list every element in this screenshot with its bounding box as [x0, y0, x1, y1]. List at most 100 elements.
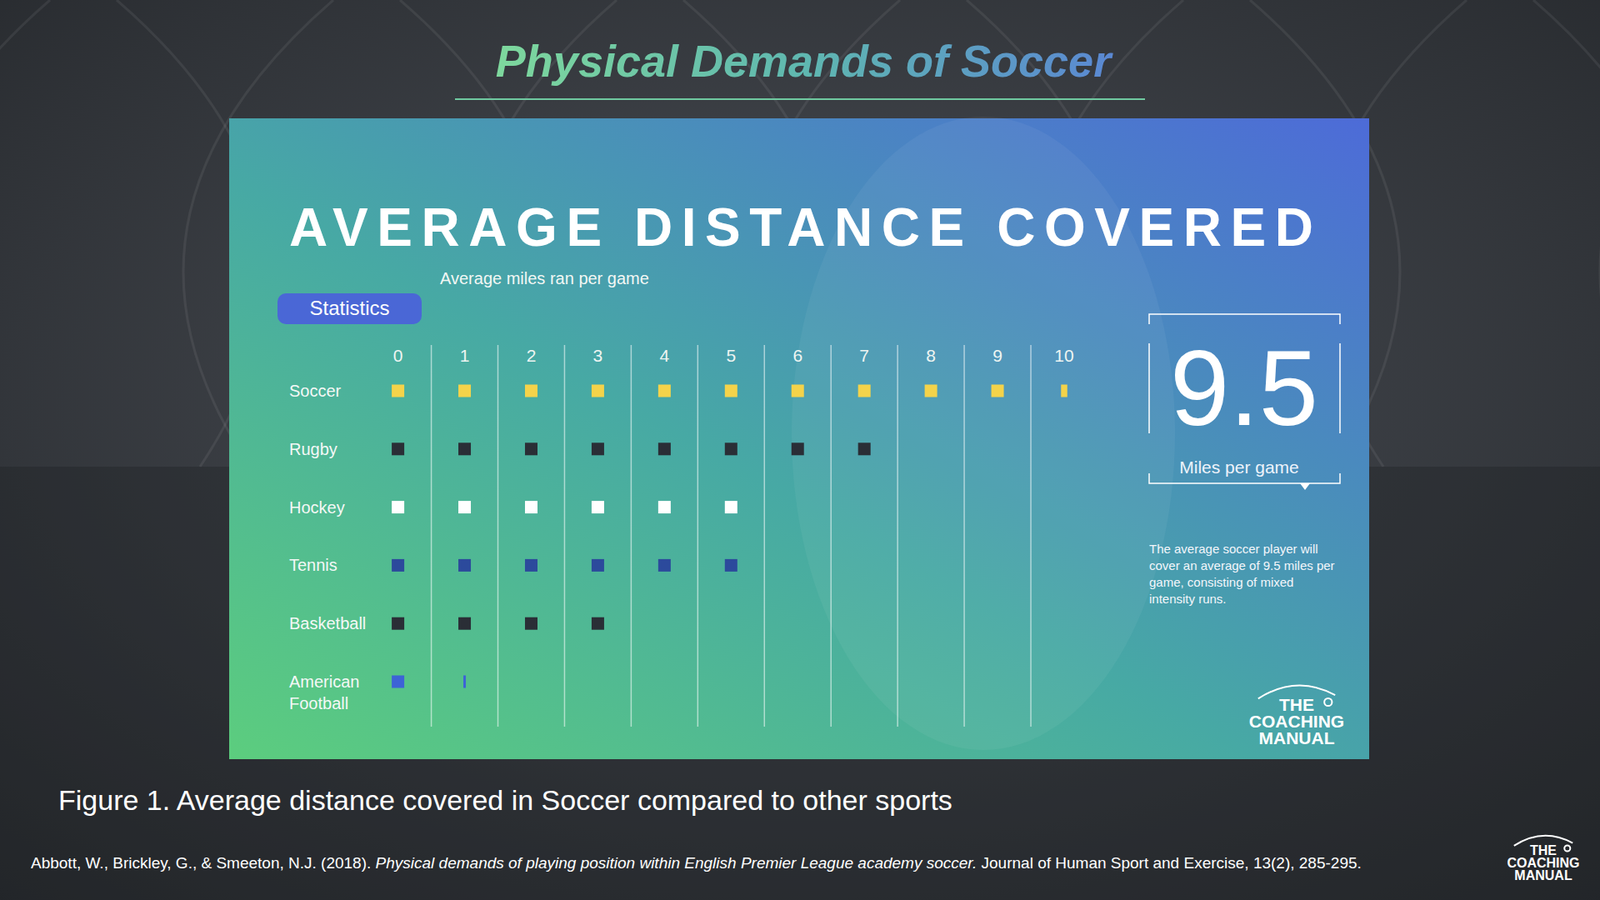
square — [725, 500, 738, 514]
marks — [391, 385, 1068, 689]
note-line: intensity runs. — [1149, 591, 1227, 606]
label-line: Tennis — [289, 555, 338, 575]
note-line: cover an average of 9.5 miles per — [1149, 558, 1335, 573]
grid-line — [497, 345, 500, 727]
square — [525, 500, 538, 514]
square — [525, 617, 538, 630]
grid-line — [764, 345, 766, 727]
category-label: Rugby — [289, 440, 338, 459]
tick-label: 7 — [859, 345, 870, 365]
logo-dot — [1324, 698, 1332, 706]
square — [525, 385, 538, 398]
grid-line — [697, 345, 700, 727]
square — [658, 385, 671, 398]
square — [591, 442, 605, 455]
grid-line — [1030, 345, 1032, 727]
note-line: game, consisting of mixed — [1149, 575, 1294, 590]
square — [725, 385, 738, 398]
square — [925, 385, 938, 398]
category-label: Hockey — [289, 498, 345, 517]
grid-line — [564, 345, 566, 727]
grid-line — [430, 345, 433, 727]
badge — [277, 293, 422, 325]
square — [591, 617, 605, 630]
logo-dot — [1564, 845, 1570, 851]
grid — [431, 345, 1031, 727]
slide-title: Physical Demands of Soccer — [495, 35, 1114, 86]
grid-line — [963, 345, 965, 727]
tick-label: 1 — [460, 345, 470, 365]
square — [591, 385, 605, 398]
badge-text: Statistics — [309, 296, 390, 320]
square — [458, 442, 471, 455]
background — [0, 0, 1600, 900]
square — [658, 559, 671, 572]
square — [391, 442, 405, 455]
title-underline — [455, 98, 1145, 100]
square — [991, 385, 1005, 398]
square — [725, 442, 738, 455]
label-line: Basketball — [289, 614, 366, 633]
citation-journal: Journal of Human Sport and Exercise, 13(… — [981, 854, 1362, 872]
citation-article: Physical demands of playing position wit… — [375, 854, 982, 872]
square — [391, 675, 405, 689]
square — [525, 559, 538, 572]
square — [725, 559, 738, 572]
label-line: Soccer — [289, 381, 342, 400]
callout-pointer — [1300, 483, 1310, 490]
tick-label: 9 — [992, 345, 1003, 365]
category-label: Soccer — [289, 381, 342, 400]
label-line: Hockey — [289, 498, 345, 517]
square — [658, 442, 671, 455]
roof-line — [1533, 0, 1600, 467]
label-line: Football — [289, 694, 349, 713]
square — [458, 500, 471, 514]
caption: Figure 1. Average distance covered in So… — [58, 784, 953, 816]
square — [391, 617, 405, 630]
note-line: The average soccer player will — [1149, 541, 1319, 556]
category-labels: Soccer Rugby Hockey Tennis Basketball America… — [289, 381, 366, 713]
callout-label: Miles per game — [1179, 457, 1300, 477]
callout-top — [1149, 314, 1340, 325]
slide: Physical Demands of Soccer AVERAGE DISTAN… — [0, 0, 1600, 900]
square — [525, 442, 538, 455]
tick-label: 2 — [526, 345, 537, 365]
logo-line: MANUAL — [1514, 868, 1573, 883]
tick-label: 0 — [393, 345, 404, 365]
label-line: American — [289, 672, 360, 691]
label-line: Rugby — [289, 440, 338, 459]
callout-box — [1149, 314, 1340, 484]
logo: THECOACHINGMANUAL — [1506, 835, 1580, 884]
square — [791, 442, 805, 455]
square — [391, 385, 405, 398]
chart-title: AVERAGE DISTANCE COVERED — [289, 197, 1314, 258]
grid-line — [896, 345, 899, 727]
category-label: American Football — [289, 672, 360, 713]
citation: Abbott, W., Brickley, G., & Smeeton, N.J… — [30, 854, 1362, 872]
tick-label: 3 — [593, 345, 604, 365]
square — [591, 559, 605, 572]
logo-line: MANUAL — [1259, 728, 1335, 748]
callout-value: 9.5 — [1170, 328, 1319, 448]
tick-label: 5 — [725, 345, 736, 365]
category-label: Tennis — [289, 555, 338, 575]
tick-label: 8 — [925, 345, 936, 365]
square — [391, 559, 405, 572]
square — [458, 559, 471, 572]
square — [458, 617, 471, 630]
roof-line — [0, 0, 50, 467]
partial-square — [1060, 385, 1068, 398]
x-ticks: 012345678910 — [393, 345, 1075, 365]
logo-text: THECOACHINGMANUAL — [1506, 843, 1580, 883]
logo-text: THECOACHINGMANUAL — [1249, 695, 1345, 748]
partial-square — [463, 675, 466, 689]
square — [658, 500, 671, 514]
square — [591, 500, 605, 514]
note: The average soccer player will cover an a… — [1149, 541, 1335, 606]
tick-label: 6 — [792, 345, 803, 365]
grid-line — [830, 345, 832, 727]
square — [858, 442, 871, 455]
category-label: Basketball — [289, 614, 366, 633]
square — [458, 385, 471, 398]
citation-authors: Abbott, W., Brickley, G., & Smeeton, N.J… — [30, 854, 376, 872]
